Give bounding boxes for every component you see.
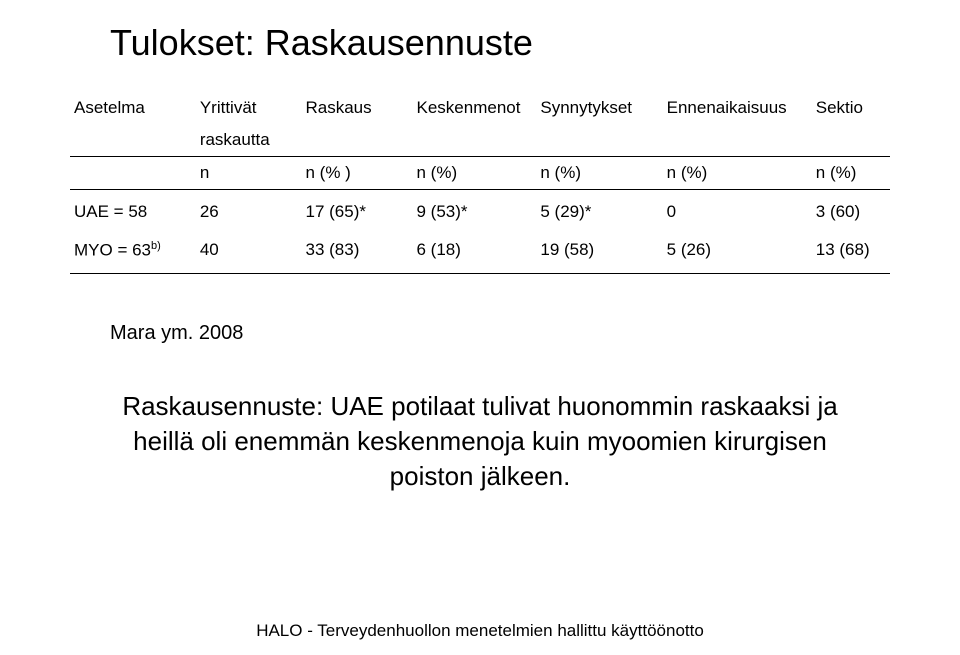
cell: 33 (83) (302, 228, 413, 273)
row-label-text: MYO = 63 (74, 241, 151, 260)
cell: 17 (65)* (302, 190, 413, 229)
citation: Mara ym. 2008 (110, 322, 890, 345)
col-subheader: n (% ) (302, 157, 413, 190)
cell: 19 (58) (536, 228, 662, 273)
slide: Tulokset: Raskausennuste Asetelma Yritti… (0, 0, 960, 655)
col-subheader: n (%) (812, 157, 890, 190)
col-header: Raskaus (302, 92, 413, 124)
cell: 0 (663, 190, 812, 229)
cell: 5 (26) (663, 228, 812, 273)
table-header-row: Asetelma Yrittivät Raskaus Keskenmenot S… (70, 92, 890, 124)
footer-text: HALO - Terveydenhuollon menetelmien hall… (0, 621, 960, 641)
col-subheader: n (196, 157, 302, 190)
col-header: Keskenmenot (413, 92, 537, 124)
cell: 3 (60) (812, 190, 890, 229)
results-table: Asetelma Yrittivät Raskaus Keskenmenot S… (70, 92, 890, 274)
table-row: MYO = 63b) 40 33 (83) 6 (18) 19 (58) 5 (… (70, 228, 890, 273)
col-header: Sektio (812, 92, 890, 124)
col-header: Synnytykset (536, 92, 662, 124)
row-label: MYO = 63b) (70, 228, 196, 273)
cell: 6 (18) (413, 228, 537, 273)
row-label-sup: b) (151, 240, 161, 252)
col-subheader: n (%) (663, 157, 812, 190)
cell: 40 (196, 228, 302, 273)
row-label: UAE = 58 (70, 190, 196, 229)
col-header: Yrittivät (196, 92, 302, 124)
table-header-row: raskautta (70, 124, 890, 157)
cell: 13 (68) (812, 228, 890, 273)
cell: 9 (53)* (413, 190, 537, 229)
table-row: UAE = 58 26 17 (65)* 9 (53)* 5 (29)* 0 3… (70, 190, 890, 229)
col-header: raskautta (196, 124, 302, 157)
table-subheader-row: n n (% ) n (%) n (%) n (%) n (%) (70, 157, 890, 190)
conclusion-text: Raskausennuste: UAE potilaat tulivat huo… (90, 389, 870, 494)
cell: 5 (29)* (536, 190, 662, 229)
slide-title: Tulokset: Raskausennuste (110, 22, 890, 64)
cell: 26 (196, 190, 302, 229)
col-header: Asetelma (70, 92, 196, 124)
col-header: Ennenaikaisuus (663, 92, 812, 124)
col-subheader: n (%) (536, 157, 662, 190)
col-subheader: n (%) (413, 157, 537, 190)
